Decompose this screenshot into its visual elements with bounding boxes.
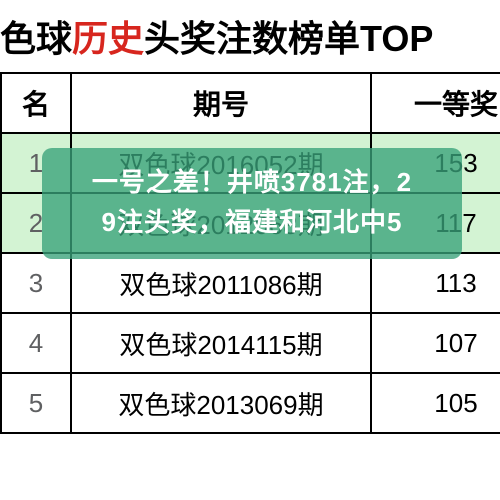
cell-issue: 双色球2014115期 bbox=[71, 313, 371, 373]
col-header-rank: 名 bbox=[1, 73, 71, 133]
cell-prize: 105 bbox=[371, 373, 500, 433]
title-seg-3: 头奖注数榜单TOP bbox=[144, 18, 433, 59]
cell-rank: 4 bbox=[1, 313, 71, 373]
table-row: 4 双色球2014115期 107 bbox=[1, 313, 500, 373]
cell-rank: 5 bbox=[1, 373, 71, 433]
cell-prize: 113 bbox=[371, 253, 500, 313]
cell-rank: 3 bbox=[1, 253, 71, 313]
table-header-row: 名 期号 一等奖 bbox=[1, 73, 500, 133]
page-title: 色球历史头奖注数榜单TOP bbox=[0, 10, 500, 62]
col-header-issue: 期号 bbox=[71, 73, 371, 133]
overlay-line-1: 一号之差！井喷3781注，2 bbox=[60, 162, 444, 202]
title-seg-2: 历史 bbox=[72, 18, 144, 59]
cell-issue: 双色球2013069期 bbox=[71, 373, 371, 433]
cell-prize: 107 bbox=[371, 313, 500, 373]
table-row: 3 双色球2011086期 113 bbox=[1, 253, 500, 313]
table-row: 5 双色球2013069期 105 bbox=[1, 373, 500, 433]
overlay-banner: 一号之差！井喷3781注，2 9注头奖，福建和河北中5 bbox=[42, 148, 462, 259]
title-seg-1: 色球 bbox=[0, 18, 72, 59]
overlay-line-2: 9注头奖，福建和河北中5 bbox=[60, 202, 444, 242]
col-header-prize: 一等奖 bbox=[371, 73, 500, 133]
cell-issue: 双色球2011086期 bbox=[71, 253, 371, 313]
